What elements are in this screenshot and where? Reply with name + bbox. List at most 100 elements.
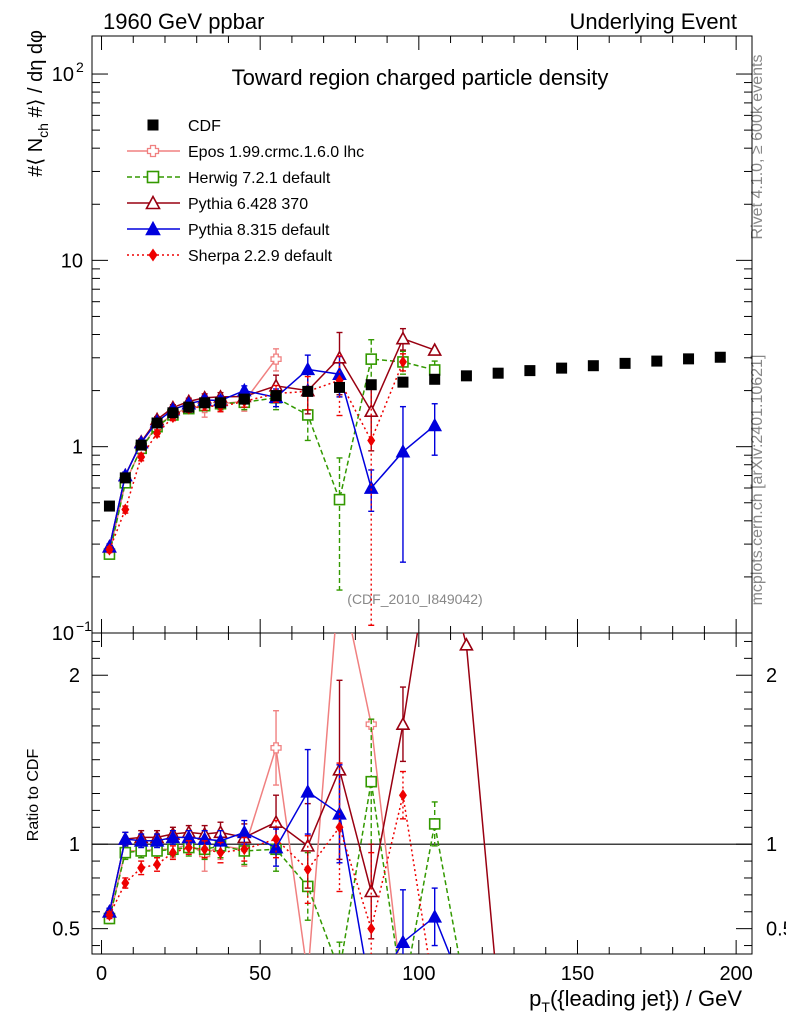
data-point xyxy=(151,417,163,429)
legend-label: Herwig 7.2.1 default xyxy=(188,170,331,187)
data-point xyxy=(300,784,316,798)
data-point xyxy=(270,390,282,402)
header-left-label: 1960 GeV ppbar xyxy=(103,9,264,34)
data-point xyxy=(395,716,411,731)
data-point xyxy=(587,360,599,372)
data-point xyxy=(105,909,114,922)
x-tick-label: 100 xyxy=(402,963,435,985)
legend-marker xyxy=(147,119,159,131)
data-point xyxy=(303,971,313,981)
y-tick-exponent: 2 xyxy=(76,59,84,75)
data-point xyxy=(184,841,193,854)
data-point xyxy=(199,397,211,409)
data-point xyxy=(461,991,471,1001)
data-point xyxy=(240,843,249,856)
series-pythia xyxy=(102,327,443,553)
ratio-y-tick-label-right: 1 xyxy=(766,834,777,856)
data-point xyxy=(300,361,316,376)
data-point xyxy=(133,833,149,847)
data-point xyxy=(103,500,115,512)
data-point xyxy=(365,990,377,1001)
header-right-label: Underlying Event xyxy=(569,9,737,34)
data-point xyxy=(365,775,378,788)
data-point xyxy=(714,351,726,363)
analysis-watermark: (CDF_2010_I849042) xyxy=(347,591,482,607)
legend-item: Pythia 6.428 370 xyxy=(127,194,308,213)
ratio-y-tick-label: 1 xyxy=(69,834,80,856)
data-point xyxy=(492,367,504,379)
data-point xyxy=(215,397,227,409)
legend-item: Sherpa 2.2.9 default xyxy=(127,248,333,265)
series-line xyxy=(108,633,399,954)
data-point xyxy=(105,543,114,556)
legend-label: Pythia 8.315 default xyxy=(188,222,330,239)
chart-title: Toward region charged particle density xyxy=(232,65,609,90)
data-point xyxy=(137,451,146,464)
series-cdf xyxy=(103,351,726,512)
legend-item: Pythia 8.315 default xyxy=(127,220,330,239)
data-point xyxy=(398,789,407,802)
data-point xyxy=(153,427,162,440)
data-point xyxy=(427,342,443,356)
legend-marker xyxy=(146,144,160,158)
data-point xyxy=(270,353,282,365)
y-tick-label: 10 xyxy=(52,64,74,86)
series-epos xyxy=(103,633,408,1001)
data-point xyxy=(236,824,252,839)
data-point xyxy=(431,990,439,1002)
legend-marker xyxy=(145,220,161,236)
ratio-plot-frame xyxy=(91,632,753,955)
x-tick-label: 200 xyxy=(719,963,752,985)
data-point xyxy=(363,403,379,418)
data-point xyxy=(429,517,441,528)
data-point xyxy=(427,417,443,432)
data-point xyxy=(121,877,130,890)
data-point xyxy=(119,472,131,484)
y-tick-label: 10 xyxy=(61,250,83,272)
data-point xyxy=(365,379,377,391)
series-line xyxy=(108,790,451,954)
data-point xyxy=(619,357,631,369)
data-point xyxy=(335,966,345,976)
data-point xyxy=(168,846,177,859)
data-point xyxy=(165,829,181,844)
legend-label: CDF xyxy=(188,118,221,135)
data-point xyxy=(492,990,504,1001)
data-point xyxy=(200,843,209,856)
data-point xyxy=(153,858,162,871)
rivet-version-label: Rivet 4.1.0, ≥ 600k events xyxy=(749,55,766,240)
data-point xyxy=(398,355,407,368)
data-point xyxy=(183,401,195,413)
series-sherpa xyxy=(105,762,439,1002)
data-point xyxy=(683,353,695,365)
data-point xyxy=(429,373,441,385)
series-herwig xyxy=(103,718,471,1001)
data-point xyxy=(363,883,379,898)
ratio-y-tick-label-right: 2 xyxy=(766,665,777,687)
series-epos xyxy=(103,348,282,560)
data-point xyxy=(117,831,133,845)
data-point xyxy=(398,991,408,1001)
data-point xyxy=(397,376,409,388)
legend-label: Epos 1.99.crmc.1.6.0 lhc xyxy=(188,144,364,161)
data-point xyxy=(167,407,179,419)
data-point xyxy=(395,934,411,948)
y-axis-label: #⟨ Nch #⟩ / dη dφ xyxy=(25,30,51,177)
x-tick-label: 150 xyxy=(561,963,594,985)
data-point xyxy=(119,846,132,859)
y-tick-label: 10 xyxy=(52,623,74,645)
x-tick-label: 50 xyxy=(249,963,271,985)
data-point xyxy=(460,990,472,1001)
x-axis-label: pT({leading jet}) / GeV xyxy=(529,986,742,1015)
data-point xyxy=(270,742,282,754)
legend-marker xyxy=(146,170,160,184)
data-point xyxy=(149,833,165,847)
data-point xyxy=(335,821,344,834)
legend-item: Epos 1.99.crmc.1.6.0 lhc xyxy=(127,144,364,161)
data-point xyxy=(333,493,346,506)
ratio-y-tick-label-right: 0.5 xyxy=(766,919,786,941)
y-tick-exponent: −1 xyxy=(76,618,92,634)
data-point xyxy=(459,637,474,651)
legend-label: Pythia 6.428 370 xyxy=(188,196,308,213)
